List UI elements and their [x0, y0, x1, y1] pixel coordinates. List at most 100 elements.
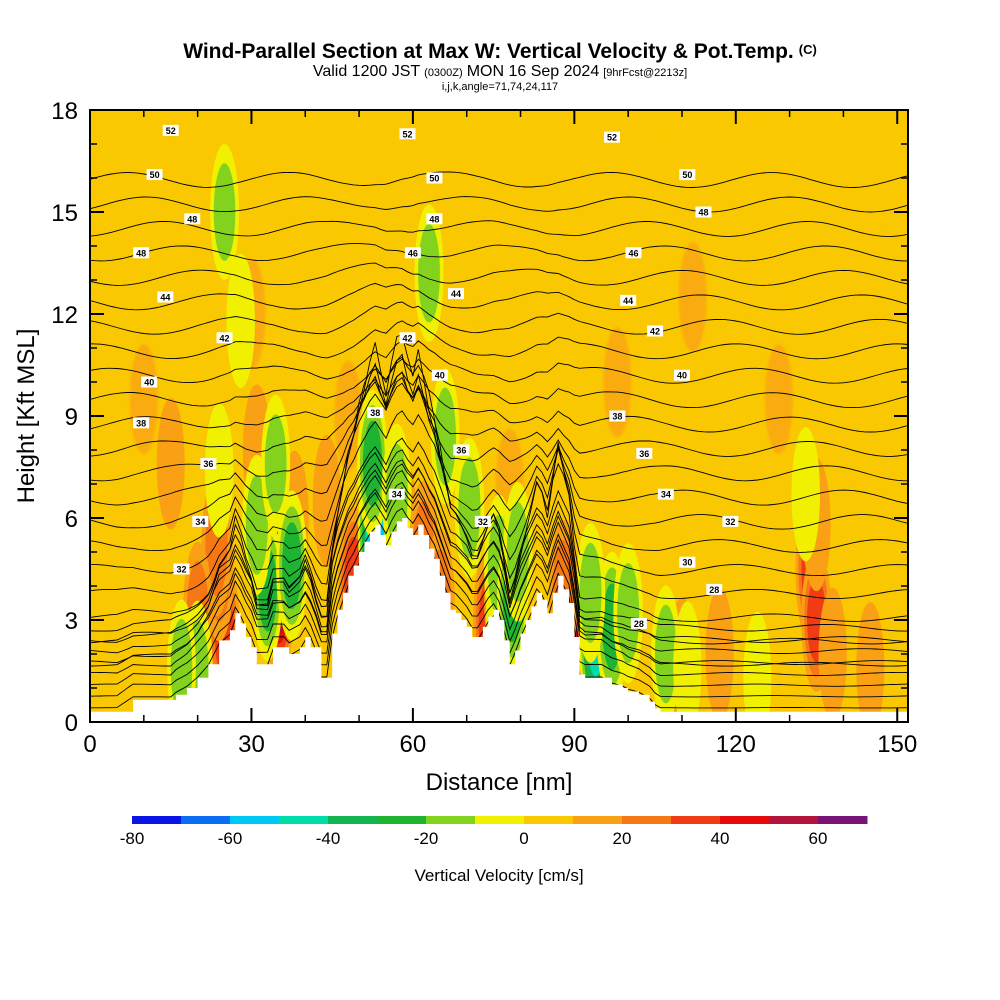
- contour-label-text: 48: [187, 214, 197, 224]
- isentrope-line: [90, 340, 908, 384]
- title-copyright-mark: (C): [799, 42, 817, 57]
- contour-label-text: 46: [408, 248, 418, 258]
- colorbar-swatch: [181, 816, 231, 824]
- contour-label: 30: [679, 556, 696, 568]
- contour-label-text: 28: [634, 619, 644, 629]
- y-axis-label: Height [Kft MSL]: [13, 329, 40, 504]
- isentrope-line: [90, 437, 908, 622]
- isentrope-line: [90, 196, 908, 213]
- chart-subtitle: Valid 1200 JST (0300Z) MON 16 Sep 2024 [9hr…: [313, 63, 687, 80]
- downdraft-contour: [506, 502, 529, 602]
- colorbar-tick-label: 60: [809, 829, 828, 848]
- weak-updraft-patch: [334, 361, 363, 471]
- contour-label-text: 42: [220, 333, 230, 343]
- weak-updraft-band: [541, 110, 586, 510]
- y-tick-label: 0: [65, 710, 78, 737]
- colorbar-swatch: [279, 816, 329, 824]
- y-tick-label: 6: [65, 506, 78, 533]
- updraft-contour: [156, 398, 185, 530]
- downdraft-core: [204, 403, 234, 538]
- contour-label-text: 32: [725, 517, 735, 527]
- contour-label: 42: [216, 332, 233, 344]
- weak-updraft-patch: [603, 327, 632, 437]
- colorbar-tick-label: 20: [613, 829, 632, 848]
- contour-label: 46: [625, 247, 642, 259]
- downdraft-contour: [204, 403, 234, 538]
- updraft-contour: [705, 587, 734, 721]
- contour-label-text: 32: [176, 565, 186, 575]
- chart-title: Wind-Parallel Section at Max W: Vertical…: [183, 40, 817, 63]
- updraft-core: [818, 587, 847, 721]
- contour-label-text: 40: [677, 371, 687, 381]
- x-axis-ticks: 0 30 60 90 120 150: [83, 110, 917, 758]
- colorbar-swatch: [132, 816, 182, 824]
- contour-label: 32: [722, 515, 739, 527]
- colorbar-swatch: [230, 816, 280, 824]
- isentrope-line: [90, 371, 908, 433]
- contour-label: 42: [647, 325, 664, 337]
- contour-label-text: 50: [682, 170, 692, 180]
- colorbar-tick-label: 0: [519, 829, 528, 848]
- contour-label-text: 52: [403, 129, 413, 139]
- y-tick-label: 15: [51, 200, 78, 227]
- isentrope-line: [90, 410, 908, 600]
- colorbar-swatch: [573, 816, 623, 824]
- contour-label: 28: [630, 617, 647, 629]
- contour-label-text: 36: [456, 446, 466, 456]
- potential-temperature-contours: [90, 171, 908, 709]
- contour-label: 52: [399, 128, 416, 140]
- colorbar-ticks: -80 -60 -40 -20 0 20 40 60: [120, 829, 828, 848]
- weak-updraft-patch: [764, 344, 793, 454]
- weak-updraft-patch: [129, 344, 158, 454]
- contour-label-text: 48: [698, 208, 708, 218]
- downdraft-contour: [282, 522, 302, 610]
- downdraft-contour: [418, 223, 440, 323]
- colorbar-swatch: [328, 816, 378, 824]
- downdraft-core: [743, 611, 772, 722]
- x-tick-label: 120: [716, 731, 756, 758]
- contour-label: 34: [192, 515, 209, 527]
- contour-labels: 52 52 52 50 50 50 48 48 48 48 46 46 44 44 44 42 42 42 40 40…: [133, 124, 739, 629]
- isentrope-line: [90, 494, 908, 676]
- contour-label: 34: [657, 488, 674, 500]
- contour-label: 32: [173, 563, 190, 575]
- contour-label-text: 34: [661, 490, 671, 500]
- contour-label-text: 34: [392, 490, 402, 500]
- contour-label-text: 36: [203, 459, 213, 469]
- contour-label: 44: [620, 294, 637, 306]
- contour-label-text: 38: [136, 418, 146, 428]
- weak-updraft-band: [746, 110, 791, 544]
- contour-label: 32: [474, 515, 491, 527]
- downdraft-core: [357, 389, 388, 538]
- contour-label: 48: [133, 247, 150, 259]
- contour-label: 48: [426, 213, 443, 225]
- contour-label: 42: [399, 332, 416, 344]
- colorbar-swatch: [720, 816, 770, 824]
- contour-label-text: 36: [639, 449, 649, 459]
- contour-label: 48: [695, 206, 712, 218]
- contour-label-text: 38: [370, 408, 380, 418]
- contour-label-text: 52: [607, 133, 617, 143]
- isentrope-line: [90, 459, 908, 643]
- isentrope-line: [90, 507, 908, 687]
- updraft-contour: [818, 587, 847, 721]
- colorbar-swatch: [622, 816, 672, 824]
- updraft-contour: [856, 602, 885, 722]
- updraft-core: [856, 602, 885, 722]
- colorbar-swatch: [377, 816, 427, 824]
- downdraft-core: [414, 204, 444, 342]
- colorbar-tick-label: 40: [711, 829, 730, 848]
- isentrope-line: [90, 320, 908, 360]
- contour-label: 36: [200, 458, 217, 470]
- contour-label-text: 44: [160, 293, 170, 303]
- contour-label: 40: [431, 369, 448, 381]
- terrain-profile: [90, 518, 908, 722]
- downdraft-contour: [654, 604, 677, 704]
- downdraft-core: [503, 482, 533, 622]
- isentrope-line: [90, 171, 908, 188]
- isentrope-line: [90, 262, 908, 286]
- contour-label-text: 42: [650, 327, 660, 337]
- colorbar-swatch: [426, 816, 476, 824]
